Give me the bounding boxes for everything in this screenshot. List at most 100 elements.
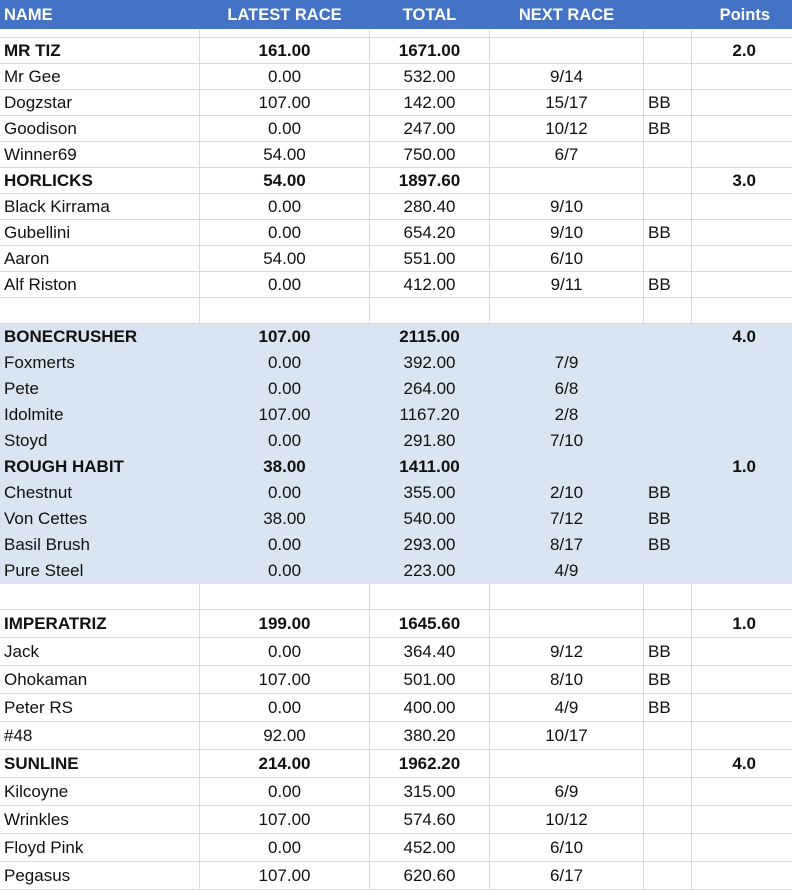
cell-points[interactable] [692,272,792,297]
cell-total[interactable]: 1671.00 [370,38,490,63]
cell-name[interactable]: Aaron [0,246,200,271]
cell-latest-race[interactable]: 107.00 [200,862,370,889]
cell-total[interactable]: 392.00 [403,353,456,372]
runner-row[interactable]: Peter RS 0.00 400.00 4/9 BB [0,694,792,722]
cell-next-race[interactable] [490,750,644,777]
cell-next-race[interactable]: 2/10 [549,483,584,502]
cell-bb[interactable] [644,324,692,350]
cell-latest-race[interactable]: 0.00 [200,638,370,665]
cell-latest-race[interactable]: 0.00 [267,535,302,554]
cell-points[interactable] [692,558,792,584]
cell-name[interactable]: Dogzstar [0,90,200,115]
cell-total[interactable]: 501.00 [370,666,490,693]
cell-total[interactable]: 540.00 [403,509,456,528]
runner-row[interactable]: Black Kirrama 0.00 280.40 9/10 [0,194,792,220]
runner-row[interactable]: Gubellini 0.00 654.20 9/10 BB [0,220,792,246]
cell-latest-race[interactable]: 107.00 [258,327,311,346]
runner-row[interactable]: Pete 0.00 264.00 6/8 [0,376,792,402]
cell-name[interactable]: Foxmerts [4,353,75,372]
cell-points[interactable] [692,506,792,532]
cell-points[interactable]: 4.0 [732,327,756,346]
cell-next-race[interactable]: 9/11 [490,272,644,297]
cell-total[interactable]: 2115.00 [399,327,460,346]
cell-points[interactable] [692,666,792,693]
cell-bb[interactable] [644,610,692,637]
cell-total[interactable]: 1962.20 [370,750,490,777]
cell-points[interactable] [692,220,792,245]
cell-points[interactable] [692,480,792,506]
cell-next-race[interactable]: 4/9 [554,561,579,580]
cell-latest-race[interactable]: 0.00 [200,834,370,861]
cell-points[interactable] [692,194,792,219]
cell-latest-race[interactable]: 199.00 [200,610,370,637]
cell-name[interactable]: Floyd Pink [0,834,200,861]
cell-next-race[interactable]: 6/8 [554,379,579,398]
cell-next-race[interactable]: 15/17 [490,90,644,115]
runner-row[interactable]: Alf Riston 0.00 412.00 9/11 BB [0,272,792,298]
cell-bb[interactable]: BB [644,694,692,721]
cell-points[interactable] [692,532,792,558]
cell-total[interactable]: 142.00 [370,90,490,115]
cell-total[interactable]: 355.00 [403,483,456,502]
cell-next-race[interactable]: 7/12 [549,509,584,528]
cell-points[interactable] [692,806,792,833]
cell-total[interactable]: 532.00 [370,64,490,89]
cell-name[interactable]: Stoyd [4,431,48,450]
runner-row[interactable]: #48 92.00 380.20 10/17 [0,722,792,750]
cell-latest-race[interactable]: 0.00 [267,561,302,580]
runner-row[interactable]: Foxmerts 0.00 392.00 7/9 [0,350,792,376]
cell-total[interactable]: 1411.00 [399,457,460,476]
cell-total[interactable]: 364.40 [370,638,490,665]
cell-name[interactable]: IMPERATRIZ [0,610,200,637]
cell-bb[interactable] [644,558,692,584]
runner-row[interactable]: Winner69 54.00 750.00 6/7 [0,142,792,168]
cell-bb[interactable] [644,376,692,402]
runner-row[interactable]: Chestnut 0.00 355.00 2/10 BB [0,480,792,506]
cell-next-race[interactable]: 6/10 [490,834,644,861]
cell-total[interactable]: 1167.20 [399,405,460,424]
cell-latest-race[interactable]: 107.00 [200,90,370,115]
cell-next-race[interactable] [490,168,644,193]
cell-next-race[interactable]: 7/10 [549,431,584,450]
cell-name[interactable]: #48 [0,722,200,749]
runner-row[interactable]: Idolmite 107.00 1167.20 2/8 [0,402,792,428]
runner-row[interactable]: Wrinkles 107.00 574.60 10/12 [0,806,792,834]
cell-next-race[interactable]: 9/14 [490,64,644,89]
cell-latest-race[interactable]: 0.00 [200,694,370,721]
cell-points[interactable] [692,142,792,167]
cell-total[interactable]: 620.60 [370,862,490,889]
cell-latest-race[interactable]: 0.00 [200,220,370,245]
cell-bb[interactable] [644,402,692,428]
cell-latest-race[interactable]: 107.00 [200,666,370,693]
cell-next-race[interactable]: 9/10 [490,220,644,245]
cell-name[interactable]: Von Cettes [4,509,88,528]
cell-name[interactable]: Goodison [0,116,200,141]
runner-row[interactable]: Von Cettes 38.00 540.00 7/12 BB [0,506,792,532]
cell-latest-race[interactable]: 107.00 [200,806,370,833]
cell-next-race[interactable]: 6/7 [490,142,644,167]
cell-points[interactable] [692,90,792,115]
cell-next-race[interactable]: 10/12 [490,806,644,833]
team-row[interactable]: HORLICKS 54.00 1897.60 3.0 [0,168,792,194]
cell-bb[interactable] [644,168,692,193]
cell-total[interactable]: 291.80 [403,431,456,450]
cell-total[interactable]: 380.20 [370,722,490,749]
cell-bb[interactable]: BB [644,272,692,297]
cell-points[interactable] [692,350,792,376]
cell-name[interactable]: BONECRUSHER [4,327,138,346]
cell-total[interactable]: 223.00 [403,561,456,580]
cell-points[interactable] [692,64,792,89]
cell-name[interactable]: ROUGH HABIT [4,457,124,476]
cell-latest-race[interactable]: 161.00 [200,38,370,63]
cell-next-race[interactable]: 7/9 [554,353,579,372]
cell-bb[interactable] [644,428,692,454]
cell-bb[interactable] [644,142,692,167]
cell-bb[interactable] [644,246,692,271]
cell-bb[interactable] [644,38,692,63]
cell-total[interactable]: 280.40 [370,194,490,219]
cell-bb[interactable]: BB [644,666,692,693]
runner-row[interactable]: Stoyd 0.00 291.80 7/10 [0,428,792,454]
cell-bb[interactable] [644,350,692,376]
cell-latest-race[interactable]: 0.00 [267,483,302,502]
runner-row[interactable]: Goodison 0.00 247.00 10/12 BB [0,116,792,142]
